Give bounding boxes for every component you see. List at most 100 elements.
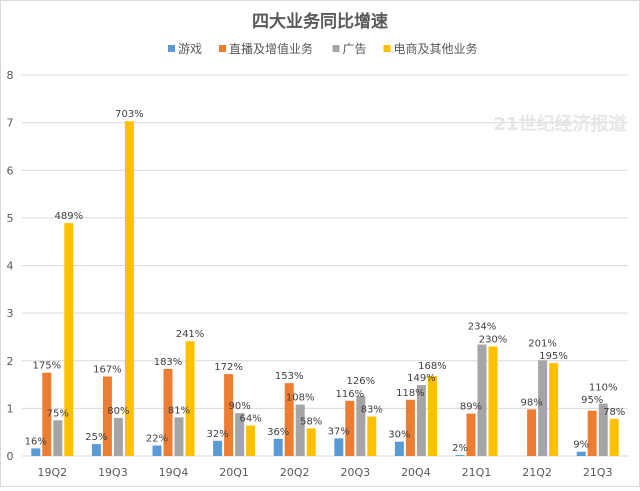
bar	[609, 418, 619, 456]
data-label: 183%	[154, 357, 183, 368]
bar	[174, 417, 184, 456]
bar	[538, 360, 548, 456]
bars	[31, 121, 619, 456]
bar	[31, 448, 41, 456]
data-label: 95%	[581, 395, 603, 406]
legend-label: 游戏	[178, 42, 202, 56]
y-tick-label: 2	[7, 355, 14, 368]
legend-label: 广告	[343, 42, 367, 56]
data-label: 234%	[468, 322, 497, 333]
bar	[394, 441, 404, 456]
y-axis-ticks: 0 1 2 3 4 5 6 7 8	[7, 69, 14, 463]
bar	[235, 413, 245, 456]
chart-title: 四大业务同比增速	[252, 11, 388, 32]
data-label: 37%	[328, 426, 350, 437]
x-tick-label: 19Q4	[159, 466, 189, 479]
bar	[306, 428, 316, 456]
legend-swatch	[168, 45, 175, 52]
bar	[224, 374, 234, 456]
data-label: 201%	[528, 338, 557, 349]
bar	[549, 363, 559, 456]
x-tick-label: 19Q2	[37, 466, 67, 479]
data-label: 58%	[300, 416, 322, 427]
data-label: 78%	[603, 407, 625, 418]
data-label: 75%	[47, 408, 69, 419]
bar	[477, 344, 487, 456]
x-tick-label: 20Q4	[401, 466, 431, 479]
data-label: 83%	[361, 404, 383, 415]
data-label: 80%	[107, 406, 129, 417]
data-label: 30%	[388, 430, 410, 441]
x-tick-label: 21Q3	[583, 466, 613, 479]
bar	[466, 413, 476, 456]
data-label: 172%	[214, 362, 243, 373]
data-label: 149%	[407, 373, 436, 384]
y-tick-label: 7	[7, 117, 14, 130]
bar	[295, 404, 305, 456]
y-tick-label: 3	[7, 307, 14, 320]
bar	[576, 451, 586, 456]
data-label: 126%	[347, 376, 376, 387]
data-label: 89%	[460, 402, 482, 413]
data-label: 98%	[520, 397, 542, 408]
legend-swatch	[219, 45, 226, 52]
legend: 游戏 直播及增值业务 广告 电商及其他业务	[168, 41, 478, 56]
bar	[113, 417, 123, 456]
data-label: 25%	[85, 432, 107, 443]
data-label: 90%	[228, 401, 250, 412]
data-label: 36%	[267, 427, 289, 438]
data-label: 110%	[589, 383, 618, 394]
bar	[587, 410, 597, 456]
data-label: 153%	[275, 371, 304, 382]
bar	[273, 438, 283, 456]
bar	[416, 385, 426, 456]
data-label: 2%	[452, 443, 468, 454]
bar	[91, 444, 101, 456]
watermark-logo: 21世纪经济报道	[493, 113, 626, 135]
y-tick-label: 5	[7, 212, 14, 225]
bar	[64, 223, 74, 456]
data-label: 16%	[25, 436, 47, 447]
data-label: 167%	[93, 364, 122, 375]
gridlines	[22, 74, 628, 457]
data-label: 118%	[396, 388, 425, 399]
bar	[527, 409, 537, 456]
x-tick-label: 20Q1	[219, 466, 249, 479]
bar	[102, 376, 112, 456]
data-labels: 2% 9% 16% 22% 25% 30% 32% 36% 37% 58% 64% 75% 78% 80%…	[25, 109, 626, 454]
x-tick-label: 20Q3	[340, 466, 370, 479]
y-tick-label: 0	[7, 450, 14, 463]
legend-swatch	[383, 45, 391, 52]
bar	[345, 400, 355, 456]
bar	[163, 368, 173, 456]
bar	[356, 395, 366, 456]
y-tick-label: 4	[7, 260, 14, 273]
data-label: 22%	[146, 434, 168, 445]
legend-label: 直播及增值业务	[229, 41, 313, 56]
bar	[367, 416, 377, 456]
x-tick-label: 21Q1	[462, 466, 492, 479]
x-axis-ticks: 19Q2 19Q3 19Q4 20Q1 20Q2 20Q3 20Q4 21Q1 21Q2 21Q3	[37, 466, 612, 479]
data-label: 703%	[115, 109, 144, 120]
data-label: 195%	[539, 351, 568, 362]
bar	[246, 425, 256, 456]
data-label: 230%	[479, 334, 508, 345]
legend-swatch	[332, 45, 340, 52]
data-label: 32%	[206, 429, 228, 440]
y-tick-label: 1	[7, 402, 14, 415]
x-tick-label: 19Q3	[98, 466, 128, 479]
bar	[427, 375, 437, 456]
data-label: 489%	[55, 211, 84, 222]
y-tick-label: 6	[7, 164, 14, 177]
bar	[53, 420, 63, 456]
bar	[488, 346, 498, 456]
legend-label: 电商及其他业务	[394, 41, 478, 56]
data-label: 175%	[33, 361, 62, 372]
bar	[213, 440, 223, 456]
bar	[152, 445, 162, 456]
bar	[124, 121, 134, 456]
bar	[334, 438, 344, 456]
x-tick-label: 21Q2	[522, 466, 552, 479]
data-label: 241%	[176, 329, 205, 340]
bar	[405, 399, 415, 456]
